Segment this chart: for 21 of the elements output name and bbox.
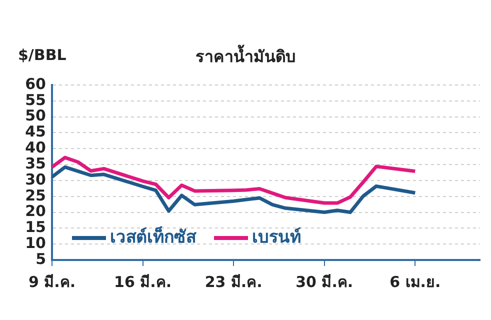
y-tick-label: 50	[25, 106, 46, 125]
y-tick-label: 20	[25, 202, 46, 220]
y-axis-title: $/BBL	[18, 46, 66, 64]
y-tick-label: 55	[25, 90, 46, 109]
y-tick-label: 30	[25, 170, 46, 188]
y-tick-label: 35	[25, 154, 46, 172]
x-tick-label: 30 มี.ค.	[296, 272, 354, 291]
y-tick-label: 45	[25, 122, 46, 141]
x-tick-label: 6 เม.ย.	[390, 272, 441, 291]
legend-label: เบรนท์	[252, 226, 301, 248]
y-tick-label: 25	[25, 186, 46, 204]
x-tick-label: 23 มี.ค.	[204, 272, 262, 291]
y-tick-label: 5	[36, 250, 46, 268]
y-tick-label: 60	[25, 74, 46, 93]
legend-label: เวสต์เท็กซัส	[110, 224, 197, 248]
chart-title: ราคาน้ำมันดิบ	[196, 47, 296, 66]
x-tick-label: 16 มี.ค.	[114, 272, 172, 291]
y-tick-label: 40	[25, 138, 46, 157]
x-tick-label: 9 มี.ค.	[28, 272, 76, 291]
y-tick-label: 15	[25, 218, 46, 236]
y-tick-label: 10	[25, 234, 46, 252]
